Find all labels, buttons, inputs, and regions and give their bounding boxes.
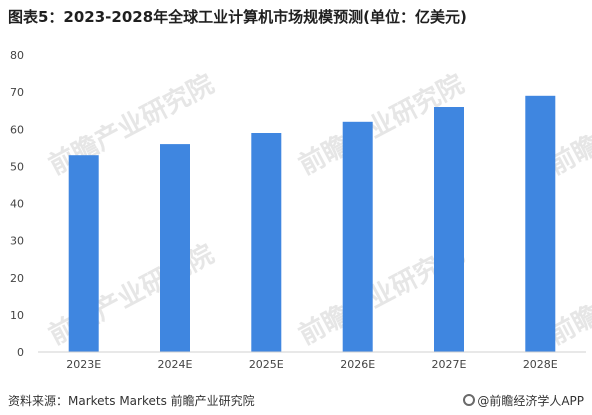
y-tick-label: 80 bbox=[10, 49, 24, 62]
bar bbox=[342, 121, 373, 352]
y-tick-label: 40 bbox=[10, 198, 24, 211]
x-tick-label: 2027E bbox=[432, 358, 467, 371]
bar bbox=[525, 95, 556, 353]
bar bbox=[160, 144, 190, 352]
y-tick-label: 20 bbox=[10, 272, 24, 285]
y-tick-label: 0 bbox=[17, 346, 24, 359]
chart-title: 图表5：2023-2028年全球工业计算机市场规模预测(单位：亿美元) bbox=[8, 8, 467, 26]
y-tick-label: 10 bbox=[10, 309, 24, 322]
x-tick-label: 2024E bbox=[158, 358, 193, 371]
y-axis-ticks: 0 10 20 30 40 50 60 70 80 bbox=[10, 49, 24, 359]
bars bbox=[68, 95, 556, 353]
brand-label: @前瞻经济学人APP bbox=[477, 394, 584, 408]
y-tick-label: 30 bbox=[10, 235, 24, 248]
bar bbox=[434, 107, 464, 352]
bar bbox=[251, 133, 282, 352]
y-tick-label: 60 bbox=[10, 123, 24, 136]
brand-credit: @前瞻经济学人APP bbox=[463, 392, 584, 409]
x-tick-label: 2025E bbox=[249, 358, 284, 371]
brand-logo-icon bbox=[463, 394, 476, 406]
y-tick-label: 50 bbox=[10, 160, 24, 173]
y-tick-label: 70 bbox=[10, 86, 24, 99]
x-axis-ticks: 2023E 2024E 2025E 2026E 2027E 2028E bbox=[66, 358, 558, 371]
bar bbox=[68, 155, 99, 352]
source-note: 资料来源：Markets Markets 前瞻产业研究院 bbox=[8, 394, 255, 408]
x-tick-label: 2023E bbox=[66, 358, 101, 371]
x-tick-label: 2026E bbox=[340, 358, 375, 371]
x-tick-label: 2028E bbox=[523, 358, 558, 371]
